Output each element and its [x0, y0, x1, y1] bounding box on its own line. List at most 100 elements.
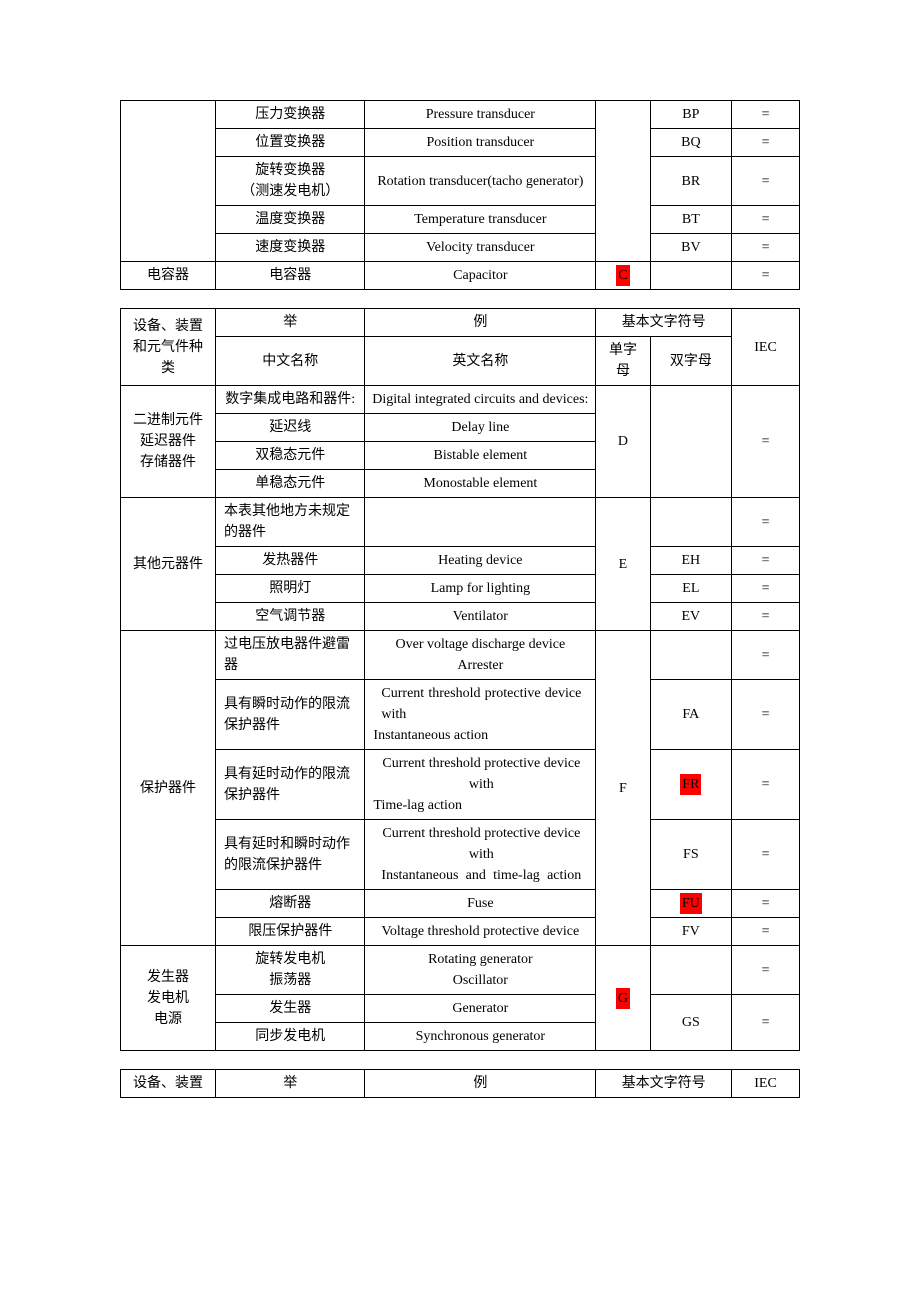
cell-category: 电容器: [121, 262, 216, 290]
highlight-badge: FU: [680, 893, 702, 914]
cell-double: FR: [650, 750, 731, 820]
cell-en: Current threshold protective device with…: [365, 820, 596, 890]
cell-zh: 延迟线: [216, 414, 365, 442]
table-header-row: 设备、装置 举 例 基本文字符号 IEC: [121, 1070, 800, 1098]
table-row: 发生器 Generator GS =: [121, 995, 800, 1023]
cell-iec: =: [732, 206, 800, 234]
cell-iec: =: [732, 262, 800, 290]
cell-en: Position transducer: [365, 129, 596, 157]
th-en: 英文名称: [365, 337, 596, 386]
cell-double: FV: [650, 918, 731, 946]
cell-single: D: [596, 386, 650, 498]
cell-zh: 单稳态元件: [216, 470, 365, 498]
cell-en: Heating device: [365, 547, 596, 575]
table-2: 设备、装置和元气件种类 举 例 基本文字符号 IEC 中文名称 英文名称 单字母…: [120, 308, 800, 1051]
th-example-en: 例: [365, 1070, 596, 1098]
cell-double: EH: [650, 547, 731, 575]
cell-iec: =: [732, 386, 800, 498]
highlight-badge: G: [616, 988, 630, 1009]
cell-zh: 温度变换器: [216, 206, 365, 234]
cell-en: Current threshold protective device with…: [365, 750, 596, 820]
cell-zh: 同步发电机: [216, 1023, 365, 1051]
table-row: 二进制元件延迟器件存储器件 数字集成电路和器件: Digital integra…: [121, 386, 800, 414]
cell-zh: 限压保护器件: [216, 918, 365, 946]
cell-double: BQ: [650, 129, 731, 157]
th-category: 设备、装置和元气件种类: [121, 309, 216, 386]
cell-iec: =: [732, 603, 800, 631]
table-row: 熔断器 Fuse FU =: [121, 890, 800, 918]
cell-en: Fuse: [365, 890, 596, 918]
th-iec: IEC: [732, 309, 800, 386]
cell-iec: =: [732, 750, 800, 820]
cell-en: Bistable element: [365, 442, 596, 470]
cell-zh: 发生器: [216, 995, 365, 1023]
cell-double: [650, 498, 731, 547]
cell-zh: 双稳态元件: [216, 442, 365, 470]
table-row: 压力变换器 Pressure transducer BP =: [121, 101, 800, 129]
cell-iec: =: [732, 129, 800, 157]
table-row: 旋转变换器（测速发电机） Rotation transducer(tacho g…: [121, 157, 800, 206]
cell-double: GS: [650, 995, 731, 1051]
table-row: 限压保护器件 Voltage threshold protective devi…: [121, 918, 800, 946]
table-row: 发热器件 Heating device EH =: [121, 547, 800, 575]
cell-iec: =: [732, 680, 800, 750]
cell-en: Synchronous generator: [365, 1023, 596, 1051]
cell-iec: =: [732, 575, 800, 603]
cell-en: Voltage threshold protective device: [365, 918, 596, 946]
cell-zh: 具有延时和瞬时动作的限流保护器件: [216, 820, 365, 890]
cell-zh: 位置变换器: [216, 129, 365, 157]
cell-en: Generator: [365, 995, 596, 1023]
cell-zh: 过电压放电器件避雷器: [216, 631, 365, 680]
table-1: 压力变换器 Pressure transducer BP = 位置变换器 Pos…: [120, 100, 800, 290]
th-double: 双字母: [650, 337, 731, 386]
table-header-row: 设备、装置和元气件种类 举 例 基本文字符号 IEC: [121, 309, 800, 337]
cell-zh: 具有延时动作的限流保护器件: [216, 750, 365, 820]
cell-single: [596, 101, 650, 262]
table-row: 具有延时和瞬时动作的限流保护器件 Current threshold prote…: [121, 820, 800, 890]
cell-en: Current threshold protective device with…: [365, 680, 596, 750]
cell-zh: 数字集成电路和器件:: [216, 386, 365, 414]
th-single: 单字母: [596, 337, 650, 386]
cell-zh: 旋转发电机振荡器: [216, 946, 365, 995]
cell-double: [650, 262, 731, 290]
th-example-en: 例: [365, 309, 596, 337]
cell-zh: 发热器件: [216, 547, 365, 575]
cell-double: FU: [650, 890, 731, 918]
cell-en: Rotation transducer(tacho generator): [365, 157, 596, 206]
cell-double: BT: [650, 206, 731, 234]
cell-single: C: [596, 262, 650, 290]
cell-iec: =: [732, 157, 800, 206]
cell-en: Over voltage discharge device Arrester: [365, 631, 596, 680]
cell-en: Rotating generatorOscillator: [365, 946, 596, 995]
table-row: 温度变换器 Temperature transducer BT =: [121, 206, 800, 234]
cell-category: 二进制元件延迟器件存储器件: [121, 386, 216, 498]
cell-double: EV: [650, 603, 731, 631]
cell-double: BR: [650, 157, 731, 206]
table-header-row: 中文名称 英文名称 单字母 双字母: [121, 337, 800, 386]
cell-zh: 空气调节器: [216, 603, 365, 631]
cell-en: Monostable element: [365, 470, 596, 498]
cell-zh: 本表其他地方未规定的器件: [216, 498, 365, 547]
cell-iec: =: [732, 234, 800, 262]
table-row: 发生器发电机电源 旋转发电机振荡器 Rotating generatorOsci…: [121, 946, 800, 995]
cell-en: Capacitor: [365, 262, 596, 290]
cell-iec: =: [732, 918, 800, 946]
cell-zh: 具有瞬时动作的限流保护器件: [216, 680, 365, 750]
highlight-badge: C: [616, 265, 629, 286]
cell-en: [365, 498, 596, 547]
cell-double: EL: [650, 575, 731, 603]
cell-iec: =: [732, 631, 800, 680]
th-category: 设备、装置: [121, 1070, 216, 1098]
cell-double: [650, 386, 731, 498]
cell-double: [650, 946, 731, 995]
table-row: 速度变换器 Velocity transducer BV =: [121, 234, 800, 262]
cell-en: Digital integrated circuits and devices:: [365, 386, 596, 414]
cell-iec: =: [732, 890, 800, 918]
table-row: 照明灯 Lamp for lighting EL =: [121, 575, 800, 603]
table-row: 具有延时动作的限流保护器件 Current threshold protecti…: [121, 750, 800, 820]
cell-iec: =: [732, 946, 800, 995]
cell-zh: 电容器: [216, 262, 365, 290]
table-row: 具有瞬时动作的限流保护器件 Current threshold protecti…: [121, 680, 800, 750]
cell-category: 发生器发电机电源: [121, 946, 216, 1051]
cell-category: 其他元器件: [121, 498, 216, 631]
